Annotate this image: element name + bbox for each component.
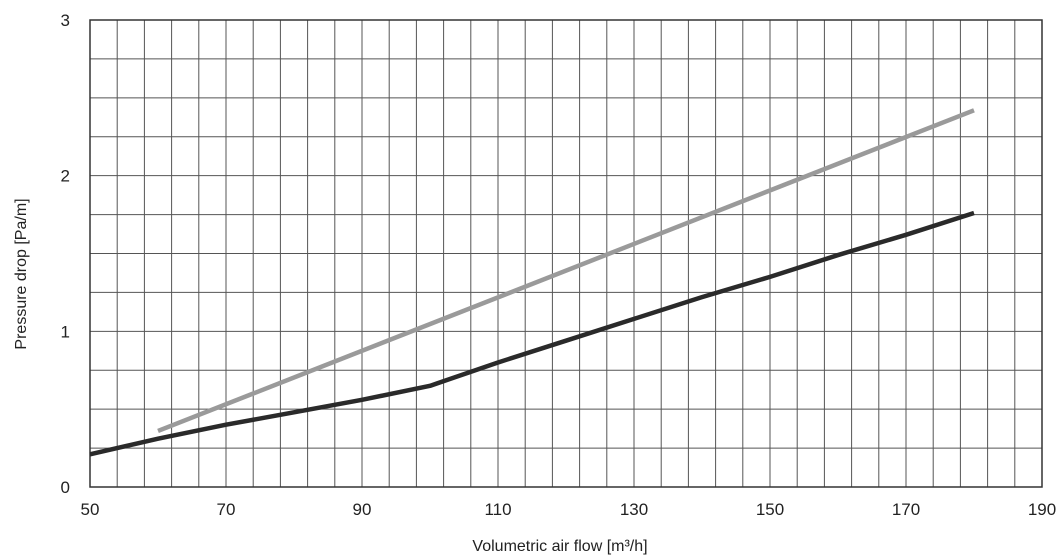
series-line-1 (157, 108, 975, 434)
grid (89, 19, 1043, 488)
x-tick-label: 170 (892, 500, 920, 519)
x-tick-label: 190 (1028, 500, 1056, 519)
tick-labels: 50 70 90 110 130 150 170 190 0 1 2 3 (61, 11, 1057, 519)
y-tick-label: 3 (61, 11, 70, 30)
y-tick-label: 0 (61, 478, 70, 497)
x-tick-label: 150 (756, 500, 784, 519)
y-axis-label: Pressure drop [Pa/m] (13, 198, 30, 349)
series-layer (89, 108, 975, 457)
x-tick-label: 70 (217, 500, 236, 519)
x-axis-label: Volumetric air flow [m³/h] (472, 538, 647, 555)
x-tick-label: 130 (620, 500, 648, 519)
series-line-2 (89, 210, 975, 457)
x-tick-label: 110 (484, 500, 511, 519)
y-tick-label: 2 (61, 167, 70, 186)
y-tick-label: 1 (61, 322, 70, 341)
plot-frame (89, 19, 1043, 488)
x-tick-label: 90 (353, 500, 372, 519)
x-tick-label: 50 (81, 500, 100, 519)
